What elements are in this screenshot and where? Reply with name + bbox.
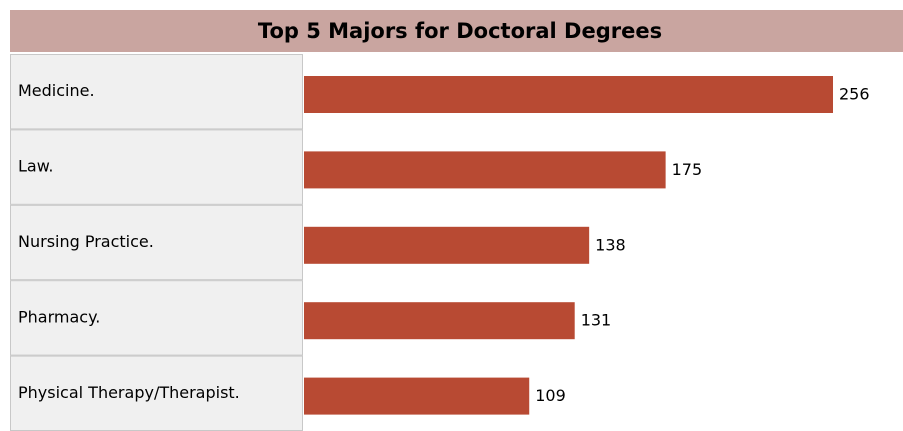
value-label: 131 [581,311,612,330]
bar [304,302,575,340]
label-cell [10,204,303,281]
title-band [10,10,903,52]
bar [304,377,530,415]
category-label: Medicine. [18,81,95,100]
label-cell [10,355,303,431]
bar [304,151,666,189]
value-label: 109 [535,386,566,405]
label-cell [10,54,303,130]
category-label: Law. [18,157,53,176]
category-label: Nursing Practice. [18,232,154,251]
value-label: 138 [595,235,626,254]
bar [304,76,833,113]
category-label: Physical Therapy/Therapist. [18,383,240,402]
category-label: Pharmacy. [18,307,100,326]
chart-title: Top 5 Majors for Doctoral Degrees [258,19,662,43]
bar [304,226,590,264]
value-label: 175 [672,160,703,179]
label-cell [10,129,303,205]
label-cell [10,280,303,356]
value-label: 256 [839,85,870,104]
